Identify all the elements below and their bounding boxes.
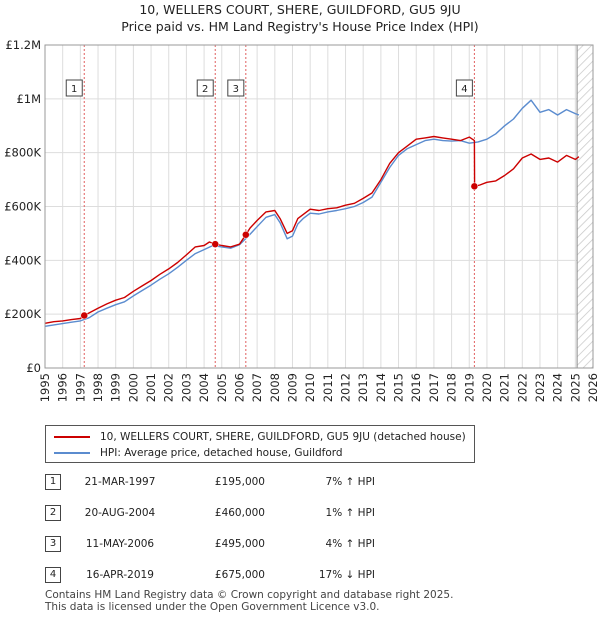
transaction-date: 21-MAR-1997 (84, 476, 156, 488)
x-tick-label: 2006 (232, 373, 246, 402)
x-tick-label: 2000 (126, 373, 140, 402)
x-tick-label: 2003 (179, 373, 193, 402)
transaction-date: 20-AUG-2004 (84, 507, 156, 519)
x-tick-label: 2020 (480, 373, 494, 402)
attribution-line-1: Contains HM Land Registry data © Crown c… (45, 589, 454, 601)
series-line-property (44, 135, 580, 324)
series-line-hpi (44, 99, 580, 327)
transaction-point (242, 231, 250, 239)
x-tick-label: 2010 (303, 373, 317, 402)
transaction-point (80, 311, 88, 320)
transaction-price: £195,000 (214, 476, 265, 488)
transaction-point (211, 240, 219, 248)
x-tick-label: 2012 (339, 373, 353, 402)
transaction-box (227, 79, 245, 97)
x-tick-label: 2016 (409, 373, 423, 402)
x-tick-label: 2005 (215, 373, 229, 402)
transaction-box (65, 79, 83, 97)
table-row: 3 11-MAY-2006 £495,000 4% ↑ HPI (45, 534, 465, 554)
y-tick-label: £200K (4, 307, 41, 321)
x-tick-label: 2019 (462, 373, 476, 402)
transaction-hpi: 1% ↑ HPI (325, 507, 375, 519)
x-tick-label: 2004 (197, 373, 211, 402)
transaction-hpi: 4% ↑ HPI (325, 538, 375, 550)
transaction-price: £675,000 (214, 569, 265, 581)
price-chart: 10, WELLERS COURT, SHERE, GUILDFORD, GU5… (4, 2, 600, 402)
legend-swatch-hpi (54, 452, 90, 454)
transaction-date: 11-MAY-2006 (85, 538, 155, 550)
y-tick-label: £1M (16, 92, 41, 106)
transaction-box-number: 2 (202, 84, 208, 95)
x-tick-label: 1999 (109, 373, 123, 402)
x-tick-label: 2021 (498, 373, 512, 402)
x-tick-label: 2002 (162, 373, 176, 402)
legend-label-hpi: HPI: Average price, detached house, Guil… (100, 447, 343, 459)
transaction-box (455, 79, 473, 97)
forecast-hatch (576, 45, 593, 368)
transaction-number: 3 (45, 536, 61, 552)
transaction-label-box: 2 (196, 79, 214, 97)
transaction-hpi: 17% ↓ HPI (318, 569, 375, 581)
grid (44, 44, 594, 369)
y-tick-label: £800K (4, 146, 41, 160)
y-tick-label: £600K (4, 200, 41, 214)
x-tick-label: 2007 (250, 373, 264, 402)
legend-swatch-property (54, 436, 90, 438)
x-tick-label: 1996 (56, 373, 70, 402)
x-tick-label: 2022 (515, 373, 529, 402)
legend-item-hpi: HPI: Average price, detached house, Guil… (54, 445, 343, 461)
x-tick-label: 1995 (38, 373, 52, 402)
x-tick-label: 2018 (445, 373, 459, 402)
table-row: 4 16-APR-2019 £675,000 17% ↓ HPI (45, 565, 465, 585)
transaction-box-number: 3 (233, 84, 239, 95)
x-tick-label: 2001 (144, 373, 158, 402)
x-tick-label: 2008 (268, 373, 282, 402)
x-tick-label: 2015 (392, 373, 406, 402)
legend-label-property: 10, WELLERS COURT, SHERE, GUILDFORD, GU5… (100, 431, 466, 443)
transaction-label-box: 1 (65, 79, 83, 97)
series-lines (44, 99, 580, 327)
x-tick-label: 2026 (586, 373, 600, 402)
x-tick-label: 2009 (285, 373, 299, 402)
plot-frame (44, 44, 594, 369)
transaction-number: 2 (45, 505, 61, 521)
forecast-region (577, 45, 593, 368)
y-tick-label: £0 (26, 361, 41, 375)
x-tick-label: 1997 (73, 373, 87, 402)
transaction-points (80, 182, 479, 320)
y-tick-label: £400K (4, 253, 41, 267)
transaction-box-number: 1 (71, 84, 77, 95)
transaction-box (196, 79, 214, 97)
transaction-date: 16-APR-2019 (86, 569, 154, 581)
x-tick-label: 2013 (356, 373, 370, 402)
table-row: 2 20-AUG-2004 £460,000 1% ↑ HPI (45, 503, 465, 523)
y-tick-label: £1.2M (5, 38, 41, 52)
transaction-label-box: 3 (227, 79, 245, 97)
legend: 10, WELLERS COURT, SHERE, GUILDFORD, GU5… (45, 425, 475, 463)
transaction-point (470, 182, 479, 191)
x-tick-label: 2014 (374, 373, 388, 402)
x-tick-label: 2025 (568, 373, 582, 402)
x-tick-label: 1998 (91, 373, 105, 402)
x-tick-label: 2011 (321, 373, 335, 402)
x-tick-label: 2017 (427, 373, 441, 402)
transaction-hpi: 7% ↑ HPI (325, 476, 375, 488)
table-row: 1 21-MAR-1997 £195,000 7% ↑ HPI (45, 472, 465, 492)
transaction-label-box: 4 (455, 79, 473, 97)
chart-subtitle: Price paid vs. HM Land Registry's House … (121, 19, 478, 34)
x-tick-label: 2024 (551, 373, 565, 402)
legend-item-property: 10, WELLERS COURT, SHERE, GUILDFORD, GU5… (54, 429, 466, 445)
transaction-price: £460,000 (214, 507, 265, 519)
transaction-price: £495,000 (214, 538, 265, 550)
chart-title: 10, WELLERS COURT, SHERE, GUILDFORD, GU5… (139, 2, 460, 17)
attribution: Contains HM Land Registry data © Crown c… (45, 589, 453, 613)
transaction-number: 4 (45, 567, 61, 583)
transaction-box-number: 4 (461, 84, 467, 95)
attribution-line-2: This data is licensed under the Open Gov… (45, 601, 380, 613)
x-tick-label: 2023 (533, 373, 547, 402)
transaction-number: 1 (45, 474, 61, 490)
